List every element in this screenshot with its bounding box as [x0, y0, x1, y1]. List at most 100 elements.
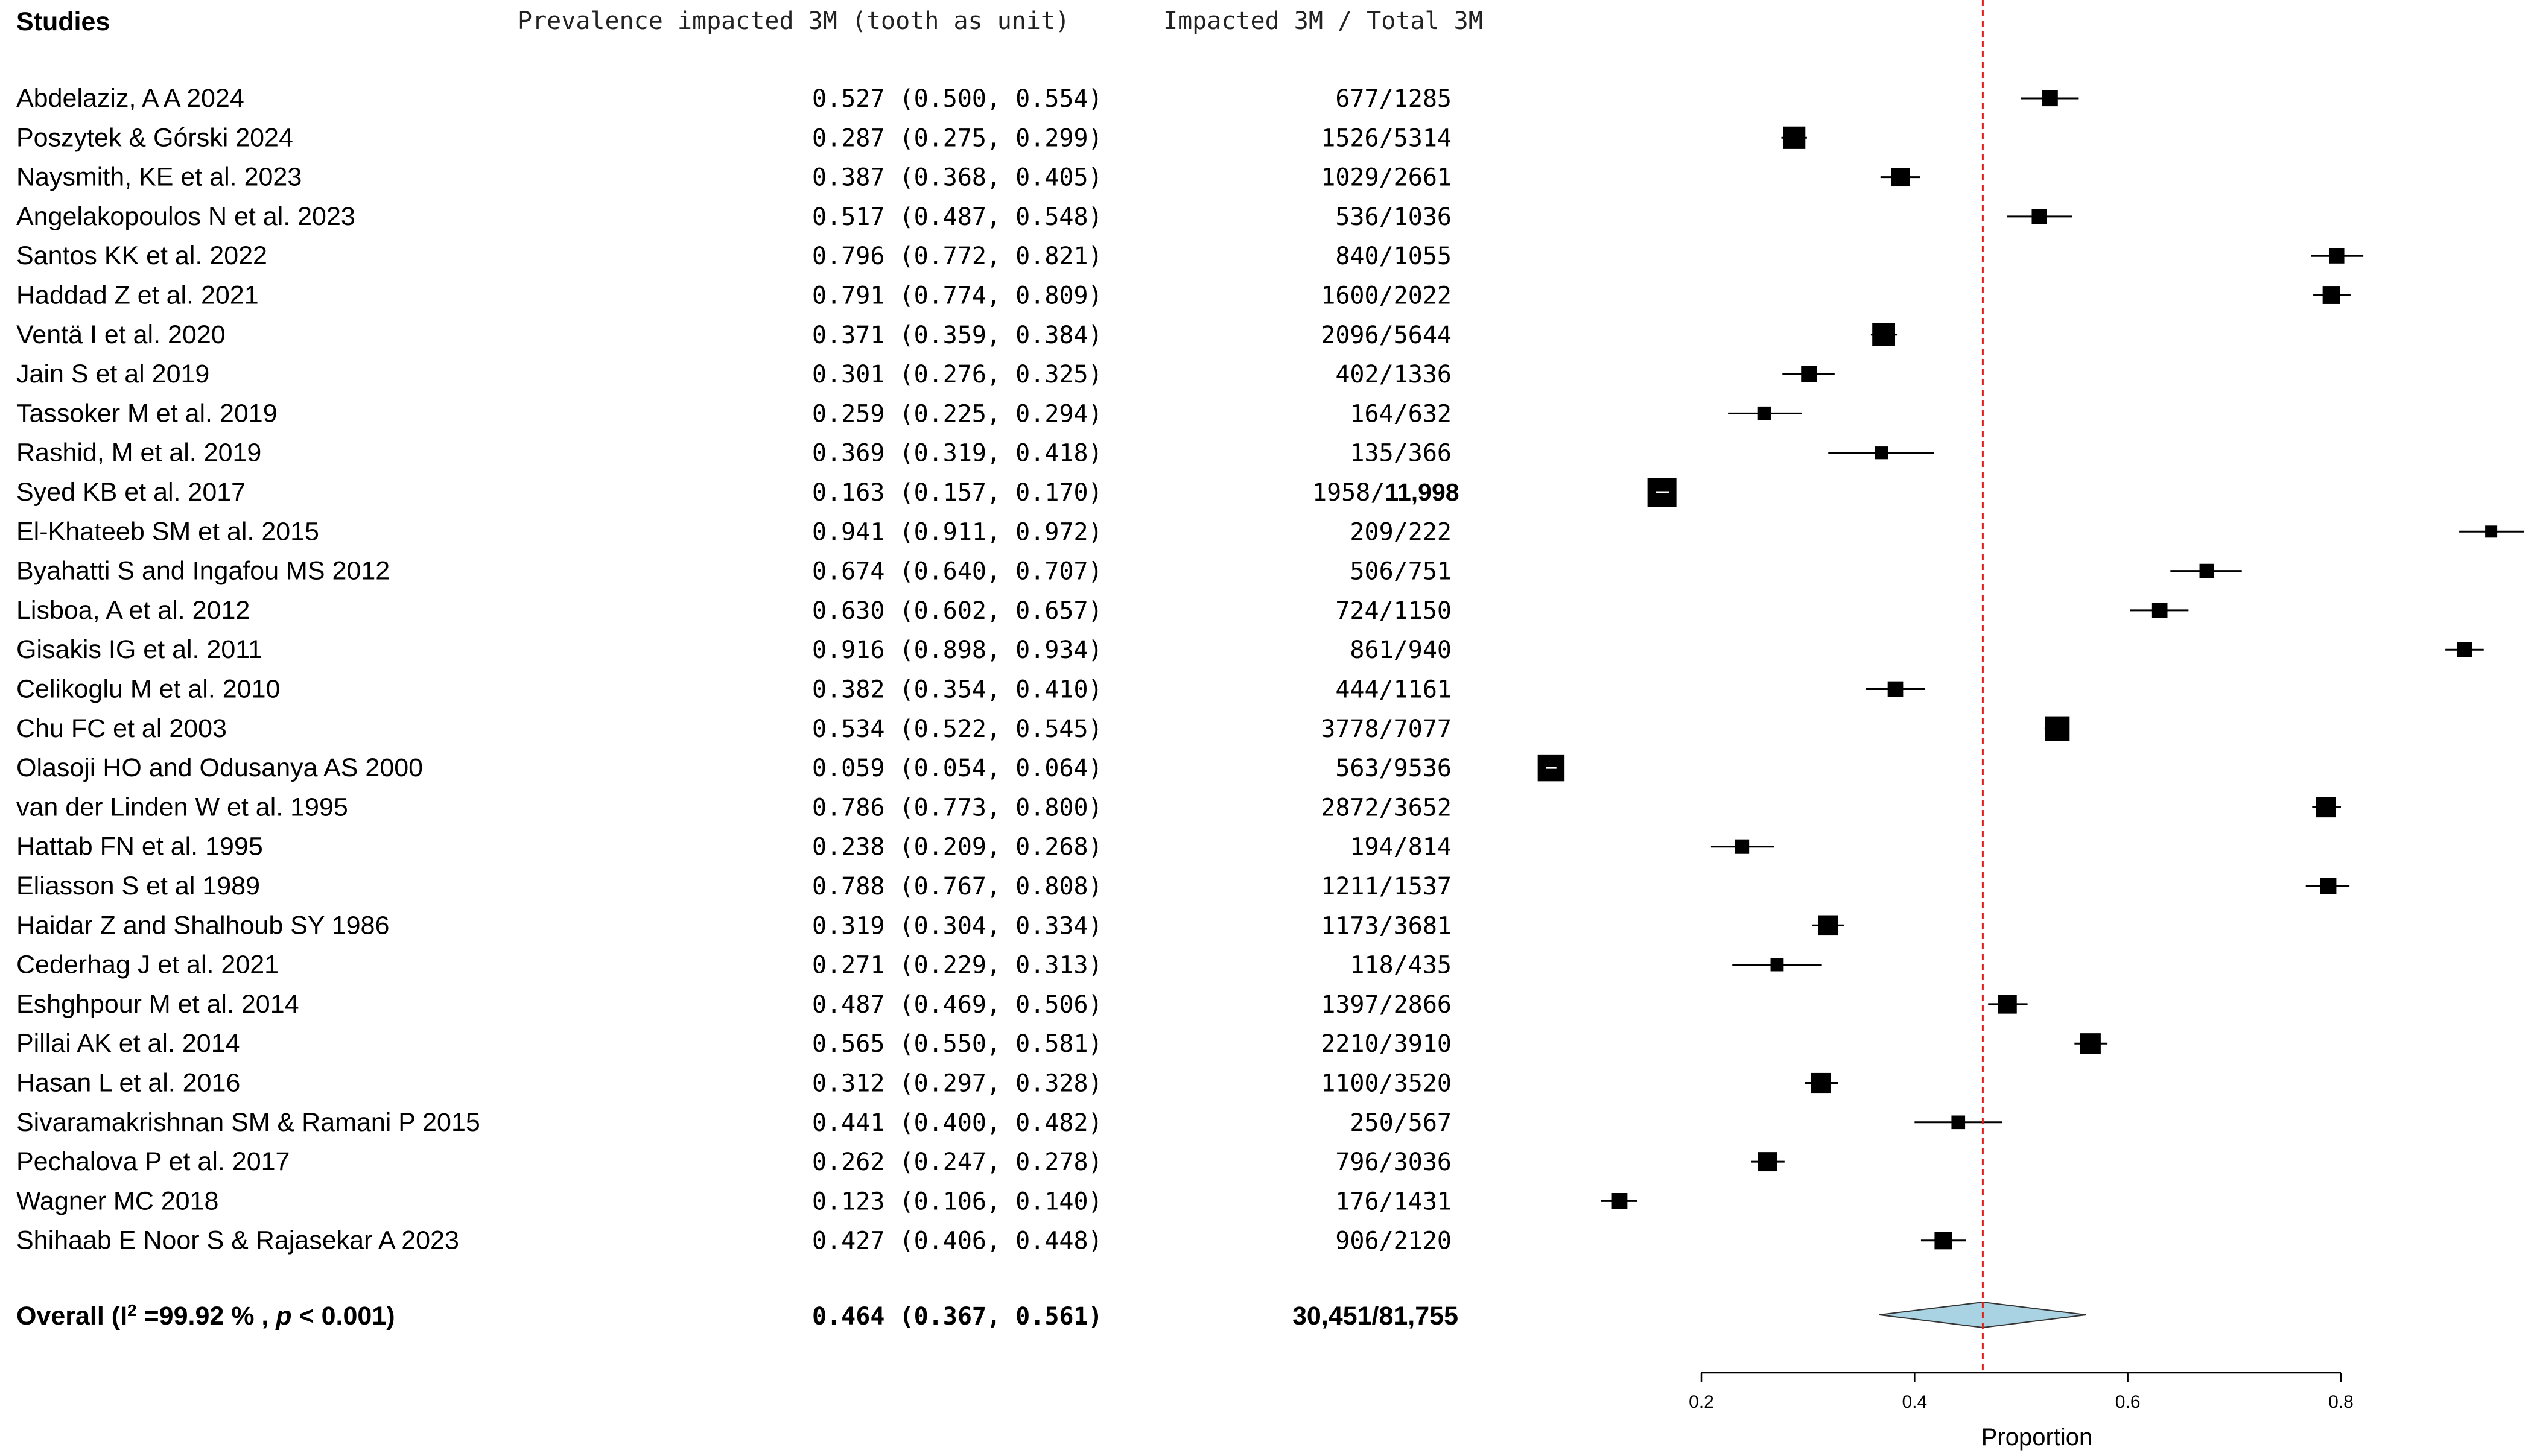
- study-name: Ventä I et al. 2020: [16, 320, 226, 349]
- study-counts: 536/1036: [1335, 203, 1452, 231]
- study-counts: 402/1336: [1335, 361, 1452, 388]
- study-counts: 506/751: [1350, 558, 1452, 586]
- point-estimate: [2151, 603, 2168, 618]
- study-name: Jain S et al 2019: [16, 359, 209, 388]
- study-ci: 0.941 (0.911, 0.972): [812, 518, 1103, 546]
- point-estimate: [1611, 1193, 1628, 1209]
- study-ci: 0.312 (0.297, 0.328): [812, 1070, 1103, 1098]
- study-name: Poszytek & Górski 2024: [16, 123, 293, 152]
- study-ci: 0.674 (0.640, 0.707): [812, 558, 1103, 586]
- study-name: Hattab FN et al. 1995: [16, 832, 263, 861]
- study-counts: 796/3036: [1335, 1148, 1452, 1176]
- study-name: Haidar Z and Shalhoub SY 1986: [16, 911, 389, 940]
- study-ci: 0.796 (0.772, 0.821): [812, 242, 1103, 270]
- study-ci: 0.786 (0.773, 0.800): [812, 794, 1103, 821]
- point-estimate: [2320, 878, 2337, 894]
- study-counts: 840/1055: [1335, 242, 1452, 270]
- study-ci: 0.238 (0.209, 0.268): [812, 834, 1103, 861]
- x-tick-label: 0.4: [1902, 1392, 1927, 1412]
- study-ci: 0.369 (0.319, 0.418): [812, 440, 1103, 467]
- study-ci: 0.382 (0.354, 0.410): [812, 676, 1103, 704]
- study-counts: 906/2120: [1335, 1227, 1452, 1255]
- study-ci: 0.301 (0.276, 0.325): [812, 361, 1103, 388]
- study-counts: 1173/3681: [1321, 912, 1452, 940]
- point-estimate: [2031, 209, 2047, 224]
- point-estimate: [1934, 1232, 1952, 1250]
- study-ci: 0.262 (0.247, 0.278): [812, 1148, 1103, 1176]
- point-estimate: [2042, 90, 2058, 107]
- point-estimate: [1801, 366, 1817, 382]
- point-estimate: [1811, 1072, 1831, 1094]
- study-name: Byahatti S and Ingafou MS 2012: [16, 557, 390, 586]
- study-ci: 0.319 (0.304, 0.334): [812, 912, 1103, 940]
- point-estimate: [1875, 446, 1888, 460]
- study-counts: 861/940: [1350, 636, 1452, 664]
- study-name: Celikoglu M et al. 2010: [16, 675, 280, 704]
- point-estimate: [1757, 406, 1771, 420]
- study-rows: Abdelaziz, A A 2024 0.527 (0.500, 0.554) 6…: [16, 84, 1459, 1255]
- point-estimate: [1783, 126, 1806, 149]
- study-ci: 0.259 (0.225, 0.294): [812, 400, 1103, 428]
- study-name: Sivaramakrishnan SM & Ramani P 2015: [16, 1108, 480, 1137]
- point-estimate: [1735, 839, 1750, 854]
- header-studies: Studies: [16, 7, 110, 36]
- study-counts: 164/632: [1350, 400, 1452, 428]
- study-name: Cederhag J et al. 2021: [16, 951, 279, 980]
- study-name: Wagner MC 2018: [16, 1186, 218, 1215]
- study-counts: 209/222: [1350, 518, 1452, 546]
- study-counts: 118/435: [1350, 952, 1452, 980]
- study-ci: 0.916 (0.898, 0.934): [812, 636, 1103, 664]
- study-ci: 0.287 (0.275, 0.299): [812, 124, 1103, 152]
- overall-label: Overall (I2 =99.92 % , p < 0.001): [16, 1301, 395, 1331]
- study-ci: 0.123 (0.106, 0.140): [812, 1188, 1103, 1215]
- x-tick-label: 0.2: [1689, 1392, 1714, 1412]
- study-ci: 0.791 (0.774, 0.809): [812, 282, 1103, 310]
- point-estimate: [1872, 323, 1896, 346]
- study-ci: 0.427 (0.406, 0.448): [812, 1227, 1103, 1255]
- study-ci: 0.630 (0.602, 0.657): [812, 597, 1103, 625]
- point-estimate: [2485, 525, 2498, 538]
- study-counts: 1029/2661: [1321, 164, 1452, 192]
- study-counts: 135/366: [1350, 440, 1452, 467]
- study-name: Haddad Z et al. 2021: [16, 281, 259, 310]
- study-counts: 2096/5644: [1321, 321, 1452, 349]
- study-name: Eshghpour M et al. 2014: [16, 990, 299, 1019]
- study-name: El-Khateeb SM et al. 2015: [16, 517, 319, 546]
- study-ci: 0.527 (0.500, 0.554): [812, 85, 1103, 113]
- study-counts: 444/1161: [1335, 676, 1452, 704]
- overall-counts: 30,451/81,755: [1292, 1302, 1458, 1331]
- study-name: Pechalova P et al. 2017: [16, 1147, 290, 1176]
- study-name: Eliasson S et al 1989: [16, 872, 260, 901]
- study-name: Hasan L et al. 2016: [16, 1069, 240, 1098]
- study-name: Tassoker M et al. 2019: [16, 399, 278, 428]
- point-estimate: [1770, 958, 1784, 972]
- study-name: Angelakopoulos N et al. 2023: [16, 202, 355, 231]
- header-counts: Impacted 3M / Total 3M: [1163, 7, 1483, 35]
- point-estimate: [1891, 168, 1910, 187]
- point-estimate: [2199, 563, 2214, 578]
- study-counts: 2210/3910: [1321, 1030, 1452, 1058]
- x-tick-label: 0.6: [2115, 1392, 2141, 1412]
- study-ci: 0.565 (0.550, 0.581): [812, 1030, 1103, 1058]
- point-estimate: [1951, 1115, 1966, 1130]
- point-estimate: [1818, 915, 1839, 936]
- study-ci: 0.371 (0.359, 0.384): [812, 321, 1103, 349]
- study-counts: 1600/2022: [1321, 282, 1452, 310]
- study-ci: 0.441 (0.400, 0.482): [812, 1109, 1103, 1137]
- study-ci: 0.487 (0.469, 0.506): [812, 991, 1103, 1019]
- overall-ci: 0.464 (0.367, 0.561): [812, 1303, 1103, 1331]
- study-ci: 0.534 (0.522, 0.545): [812, 715, 1103, 743]
- point-estimate: [2322, 286, 2340, 304]
- study-counts: 563/9536: [1335, 755, 1452, 782]
- study-ci: 0.517 (0.487, 0.548): [812, 203, 1103, 231]
- point-estimate: [1758, 1152, 1777, 1172]
- point-estimate: [2080, 1033, 2101, 1054]
- study-counts: 1211/1537: [1321, 873, 1452, 901]
- study-name: Santos KK et al. 2022: [16, 241, 267, 270]
- point-estimate: [2316, 797, 2337, 818]
- x-axis-label: Proportion: [1981, 1424, 2093, 1451]
- header-prevalence: Prevalence impacted 3M (tooth as unit): [518, 7, 1070, 35]
- study-name: van der Linden W et al. 1995: [16, 793, 348, 821]
- point-estimate: [2329, 248, 2345, 264]
